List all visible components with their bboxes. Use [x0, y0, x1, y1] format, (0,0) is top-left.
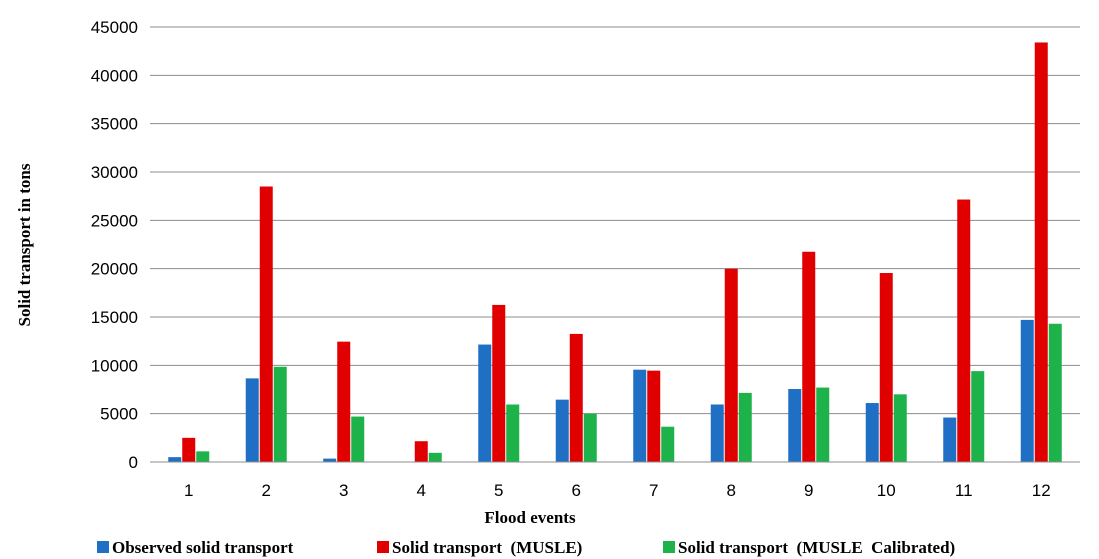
bar-1-event-5 [478, 344, 492, 462]
bar-3-event-12 [1048, 323, 1062, 462]
legend-swatch [97, 541, 109, 553]
y-tick-label: 25000 [91, 211, 138, 230]
bar-1-event-3 [323, 458, 337, 462]
bar-2-event-8 [724, 268, 738, 462]
bar-1-event-11 [943, 417, 957, 462]
y-tick-label: 10000 [91, 356, 138, 375]
x-tick-labels: 1 2 3 4 5 6 7 8 9 10 11 12 [184, 481, 1051, 500]
x-tick-label: 12 [1032, 481, 1051, 500]
bar-1-event-7 [633, 369, 647, 462]
bar-1-event-9 [788, 389, 802, 462]
bars [168, 42, 1062, 463]
x-tick-label: 6 [572, 481, 581, 500]
y-tick-label: 20000 [91, 260, 138, 279]
legend: Observed solid transport Solid transport … [97, 538, 955, 557]
bar-3-event-7 [661, 426, 675, 462]
x-axis-title: Flood events [484, 508, 576, 527]
legend-label: Observed solid transport [112, 538, 294, 557]
bar-2-event-9 [802, 251, 816, 462]
bar-1-event-1 [168, 457, 182, 462]
bar-1-event-6 [555, 399, 569, 462]
x-tick-label: 4 [417, 481, 426, 500]
bar-2-event-11 [957, 199, 971, 463]
bar-2-event-5 [492, 304, 506, 462]
bar-2-event-10 [879, 273, 893, 462]
bar-1-event-12 [1020, 319, 1034, 462]
bar-3-event-11 [971, 371, 985, 462]
y-tick-label: 35000 [91, 115, 138, 134]
bar-2-event-7 [647, 370, 661, 462]
bar-3-event-5 [506, 404, 520, 462]
legend-swatch [663, 541, 675, 553]
bar-3-event-6 [583, 413, 597, 462]
x-tick-label: 10 [877, 481, 896, 500]
bar-3-event-3 [351, 416, 365, 462]
bar-1-event-10 [865, 403, 879, 462]
bar-3-event-8 [738, 392, 752, 462]
bar-1-event-2 [245, 378, 259, 462]
bar-2-event-4 [414, 441, 428, 462]
x-tick-label: 5 [494, 481, 503, 500]
y-tick-labels: 0 5000 10000 15000 20000 25000 30000 35000 40000… [91, 18, 138, 472]
x-tick-label: 2 [262, 481, 271, 500]
legend-label: Solid transport (MUSLE Calibrated) [678, 538, 955, 557]
bar-3-event-9 [816, 387, 830, 462]
x-tick-label: 1 [184, 481, 193, 500]
x-tick-label: 3 [339, 481, 348, 500]
legend-swatch [377, 541, 389, 553]
y-tick-label: 5000 [100, 405, 138, 424]
bar-2-event-1 [182, 437, 196, 462]
x-tick-label: 11 [955, 481, 973, 500]
y-tick-label: 45000 [91, 18, 138, 37]
bar-2-event-3 [337, 341, 351, 462]
x-tick-label: 7 [649, 481, 658, 500]
bar-3-event-10 [893, 394, 907, 462]
y-axis-title: Solid transport in tons [15, 163, 34, 326]
bar-3-event-2 [273, 366, 287, 462]
y-tick-label: 40000 [91, 66, 138, 85]
bar-2-event-6 [569, 333, 583, 462]
gridlines [150, 26, 1080, 415]
x-tick-label: 8 [727, 481, 736, 500]
bar-2-event-12 [1034, 42, 1048, 462]
y-tick-label: 30000 [91, 163, 138, 182]
y-tick-label: 15000 [91, 308, 138, 327]
bar-2-event-2 [259, 186, 273, 462]
bar-3-event-4 [428, 452, 442, 462]
y-tick-label: 0 [129, 453, 138, 472]
bar-3-event-1 [196, 451, 210, 462]
bar-1-event-8 [710, 404, 724, 462]
x-tick-label: 9 [804, 481, 813, 500]
legend-label: Solid transport (MUSLE) [392, 538, 582, 557]
